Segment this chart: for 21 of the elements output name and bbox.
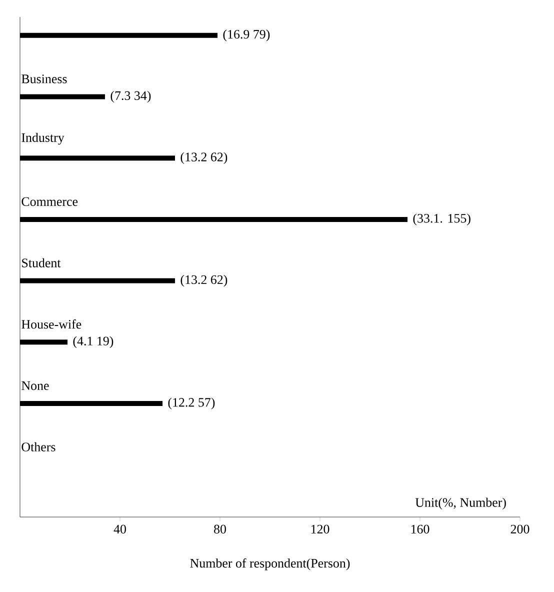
y-tick-label: Business — [22, 74, 67, 84]
data-label: (13.2 62) — [180, 152, 228, 164]
y-tick-label: Others — [22, 442, 56, 452]
y-tick-label: Student — [22, 258, 61, 268]
y-tick-label: Industry — [22, 132, 64, 145]
x-tick-label: 40 — [114, 524, 126, 534]
annotation: Unit(%, Number) — [415, 498, 506, 510]
x-tick-label: 200 — [510, 524, 530, 534]
x-axis-title: Number of respondent(Person) — [190, 558, 350, 570]
data-label: (4.1 19) — [73, 336, 114, 348]
x-tick-label: 80 — [214, 524, 226, 534]
data-label: (13.2 62) — [180, 274, 228, 287]
data-label: (7.3 34) — [110, 90, 151, 103]
x-tick-label: 160 — [411, 524, 430, 534]
x-tick-label: 120 — [311, 524, 330, 534]
y-tick-label: None — [22, 381, 49, 390]
y-tick-label: Commerce — [22, 197, 78, 206]
y-tick-label: House-wife — [22, 319, 82, 329]
data-label: (16.9 79) — [223, 30, 270, 42]
data-label: (33.1. 155) — [413, 214, 470, 226]
data-label: (12.2 57) — [168, 398, 215, 410]
